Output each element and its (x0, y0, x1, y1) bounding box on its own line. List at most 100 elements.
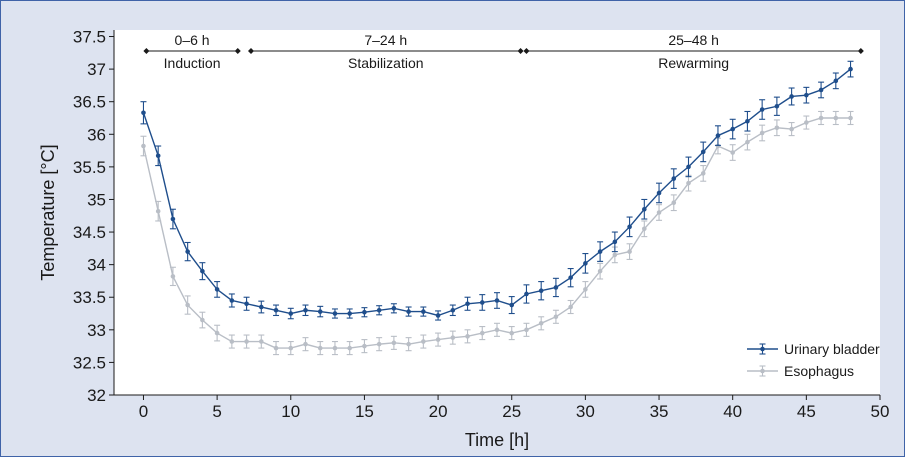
y-tick-label: 36.5 (73, 93, 106, 112)
data-point-urinary-bladder (774, 103, 780, 109)
data-point-esophagus (671, 200, 677, 206)
phase-bracket-diamond (234, 48, 241, 54)
x-tick-label: 20 (429, 402, 448, 421)
data-point-urinary-bladder (170, 216, 176, 222)
data-point-esophagus (524, 327, 529, 333)
data-point-urinary-bladder (376, 307, 382, 313)
data-point-esophagus (818, 115, 824, 121)
data-point-esophagus (185, 302, 190, 308)
data-point-urinary-bladder (686, 164, 691, 170)
data-point-esophagus (804, 120, 809, 125)
x-tick-label: 25 (502, 402, 521, 421)
y-tick-label: 35 (87, 190, 106, 209)
data-point-urinary-bladder (288, 311, 294, 316)
data-point-urinary-bladder (833, 78, 839, 84)
data-point-urinary-bladder (347, 311, 352, 316)
data-point-urinary-bladder (804, 92, 809, 98)
x-tick-label: 30 (576, 402, 595, 421)
data-point-urinary-bladder (185, 249, 190, 254)
data-point-esophagus (244, 339, 249, 344)
data-point-urinary-bladder (583, 261, 588, 266)
x-tick-label: 0 (139, 402, 148, 421)
data-point-urinary-bladder (524, 291, 529, 297)
data-point-urinary-bladder (627, 224, 632, 230)
data-point-urinary-bladder (759, 107, 765, 112)
data-point-urinary-bladder (730, 126, 735, 132)
phase-range-label: 25–48 h (668, 32, 719, 48)
phase-bracket-diamond (143, 48, 150, 54)
data-point-esophagus (391, 340, 397, 346)
y-tick-label: 33 (87, 321, 106, 340)
data-point-urinary-bladder (597, 249, 603, 254)
legend-label-urinary-bladder: Urinary bladder (784, 341, 880, 357)
data-point-esophagus (259, 339, 264, 344)
data-point-urinary-bladder (465, 301, 470, 307)
data-point-urinary-bladder (259, 304, 264, 310)
data-point-esophagus (494, 327, 500, 333)
data-point-esophagus (833, 115, 839, 121)
data-point-urinary-bladder (656, 190, 662, 196)
data-point-esophagus (347, 345, 352, 351)
data-point-esophagus (700, 171, 706, 176)
y-tick-label: 32.5 (73, 353, 106, 372)
data-point-esophagus (362, 343, 367, 349)
data-point-esophagus (376, 341, 382, 347)
y-tick-label: 34.5 (73, 223, 106, 242)
x-axis-label: Time [h] (465, 430, 529, 450)
data-point-esophagus (597, 268, 603, 274)
phase-range-label: 7–24 h (364, 32, 407, 48)
data-point-urinary-bladder (479, 300, 485, 305)
phase-name-label: Stabilization (348, 55, 424, 71)
data-point-esophagus (465, 334, 470, 339)
data-point-urinary-bladder (509, 302, 515, 308)
data-point-esophagus (642, 226, 647, 232)
data-point-urinary-bladder (848, 66, 853, 72)
y-tick-label: 35.5 (73, 158, 106, 177)
data-point-esophagus (848, 115, 853, 121)
data-point-urinary-bladder (406, 309, 411, 314)
data-point-esophagus (435, 337, 441, 342)
x-tick-label: 50 (871, 402, 890, 421)
y-tick-label: 34 (87, 256, 106, 275)
data-point-urinary-bladder (362, 309, 367, 315)
data-point-esophagus (421, 339, 426, 344)
data-point-esophagus (656, 210, 662, 215)
data-point-urinary-bladder (700, 149, 706, 155)
y-tick-label: 37 (87, 60, 106, 79)
data-point-esophagus (583, 287, 588, 292)
data-point-esophagus (730, 150, 735, 155)
data-point-esophagus (200, 317, 205, 323)
data-point-urinary-bladder (273, 307, 279, 313)
data-point-esophagus (406, 341, 411, 347)
data-point-urinary-bladder (538, 288, 544, 294)
data-point-esophagus (759, 130, 765, 136)
data-point-urinary-bladder (789, 94, 794, 99)
data-point-esophagus (553, 314, 559, 320)
data-point-urinary-bladder (421, 309, 426, 314)
data-point-esophagus (155, 208, 161, 214)
data-point-esophagus (214, 330, 220, 336)
data-point-esophagus (538, 321, 544, 326)
data-point-urinary-bladder (553, 285, 559, 290)
data-point-esophagus (509, 330, 515, 336)
data-point-urinary-bladder (568, 275, 573, 280)
data-point-urinary-bladder (715, 133, 721, 138)
phase-bracket-diamond (247, 48, 254, 54)
x-tick-label: 45 (797, 402, 816, 421)
legend-label-esophagus: Esophagus (784, 363, 854, 379)
data-point-urinary-bladder (155, 153, 161, 159)
phase-name-label: Induction (164, 55, 221, 71)
data-point-urinary-bladder (391, 306, 397, 311)
data-point-urinary-bladder (745, 118, 750, 124)
data-point-urinary-bladder (229, 298, 235, 303)
y-axis-label: Temperature [°C] (38, 144, 58, 280)
x-tick-label: 5 (212, 402, 221, 421)
data-point-esophagus (627, 249, 632, 254)
legend-marker-urinary-bladder (760, 346, 765, 352)
data-point-urinary-bladder (303, 307, 308, 313)
data-point-esophagus (141, 143, 146, 149)
data-point-esophagus (303, 341, 308, 347)
data-point-esophagus (170, 274, 176, 279)
data-point-urinary-bladder (642, 206, 647, 212)
